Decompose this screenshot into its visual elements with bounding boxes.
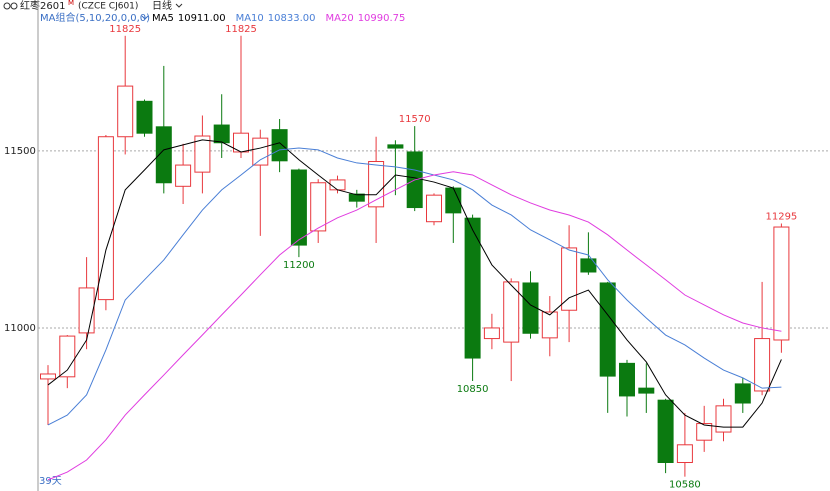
legend-value: 10911.00 [178,13,226,24]
extreme-label: 10580 [669,480,701,491]
header-icon [3,2,18,10]
candle-body [213,124,230,144]
candle-body [59,335,76,378]
candle-body [754,338,771,392]
candle-body [580,258,597,273]
extreme-label: 11825 [109,24,141,35]
candle-body [348,193,365,202]
ma-line [47,171,782,481]
candle-body [638,387,655,394]
candle-body [252,137,269,166]
candle-body [696,423,713,441]
candle-body [290,169,307,246]
candle-body [657,399,674,464]
candle-body [773,226,790,341]
indicator[interactable]: MA组合(5,10,20,0,0,0) [40,11,150,24]
y-tick-label: 11500 [4,146,36,157]
period-arrow[interactable] [175,3,183,8]
candle-body [194,135,211,173]
candle-body [271,129,288,162]
symbol-code: (CZCE CJ601) [78,2,138,12]
legend-name: MA20 [325,13,353,24]
legend-value: 10990.75 [358,13,406,24]
legend-name: MA10 [236,13,264,24]
candle-body [155,126,172,184]
candle-body [175,164,192,187]
extreme-label: 11295 [765,211,797,222]
ma-line [47,139,782,428]
candle-body [368,161,385,208]
count-label: 39天 [39,476,62,487]
extreme-label: 11570 [399,114,431,125]
candle-body [136,100,153,134]
candle-body [734,383,751,404]
candle-body [715,405,732,433]
candle-body [40,373,56,380]
symbol-flag: M [68,0,74,7]
candle-body [310,182,327,232]
candle-body [426,194,442,223]
candle-body [483,327,500,340]
y-tick-label: 11000 [4,323,36,334]
indicator-arrow[interactable] [141,15,149,20]
legend-name: MA5 [152,13,174,24]
candle-body [676,444,693,464]
extreme-label: 11825 [225,24,257,35]
candle-body [503,281,520,343]
candle-body [387,144,404,149]
candle-body [619,362,635,397]
symbol: 红枣2601 [20,0,65,12]
candle-body [97,136,114,301]
candle-body [78,287,95,334]
ma-line [47,147,782,426]
candle-body [541,311,558,339]
extreme-label: 10850 [457,384,489,395]
period[interactable]: 日线 [152,0,172,12]
candle-body [117,85,134,138]
candle-body [464,217,481,359]
candle-body [599,282,616,377]
legend-value: 10833.00 [268,13,316,24]
candle-body [561,247,578,311]
candle-body [522,282,539,334]
extreme-label: 11200 [283,260,315,271]
candle-body [329,179,346,191]
